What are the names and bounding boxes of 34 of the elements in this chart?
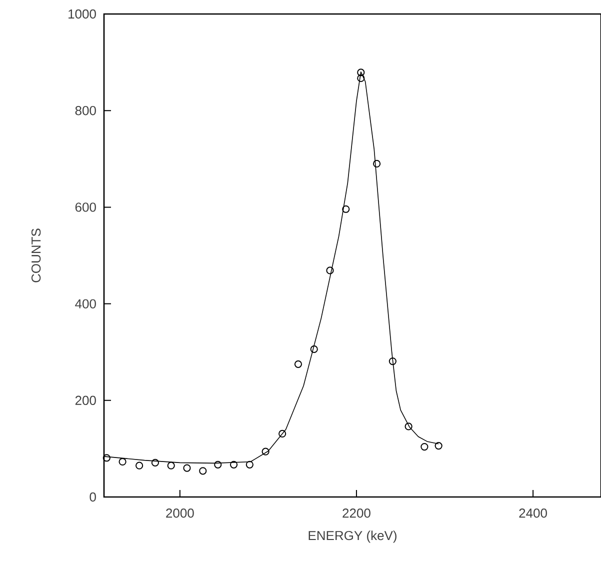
point — [357, 74, 365, 82]
point — [246, 460, 254, 468]
point — [214, 460, 222, 468]
point — [118, 458, 126, 466]
y-tick-label: 200 — [75, 396, 96, 405]
point — [167, 462, 175, 470]
point — [230, 460, 238, 468]
x-axis-title: ENERGY (keV) — [308, 530, 396, 543]
x-tick-label: 2400 — [519, 508, 547, 518]
point — [404, 422, 412, 430]
point — [342, 205, 350, 213]
y-tick-label: 600 — [75, 202, 96, 212]
point — [136, 462, 144, 470]
x-tick-label: 2000 — [166, 508, 194, 518]
x-tick-label: 2200 — [342, 508, 370, 518]
point — [434, 442, 442, 450]
point — [388, 357, 396, 366]
point — [183, 464, 191, 472]
y-tick-label: 800 — [75, 106, 96, 116]
y-tick-label: 0 — [90, 492, 96, 502]
y-tick-label: 1000 — [68, 9, 96, 19]
point — [372, 160, 381, 168]
point — [151, 458, 160, 467]
y-axis-title: COUNTS — [31, 228, 41, 282]
point — [326, 266, 334, 274]
point — [262, 448, 270, 456]
point — [357, 68, 365, 76]
point — [102, 454, 110, 462]
point — [278, 430, 286, 438]
point — [310, 345, 318, 353]
y-tick-label: 400 — [75, 299, 96, 308]
point — [420, 442, 428, 451]
point — [199, 467, 207, 475]
point — [294, 360, 302, 368]
